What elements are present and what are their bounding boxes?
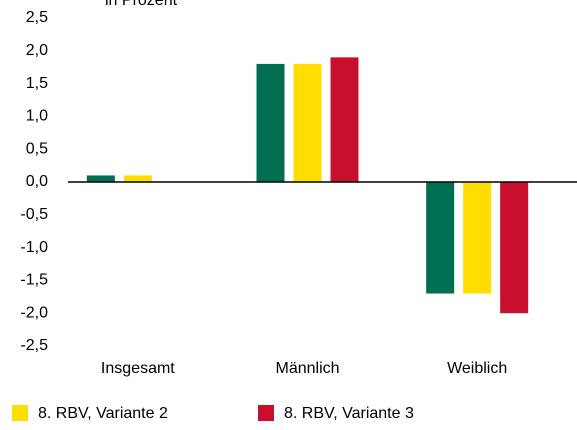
legend-label: 8. RBV, Variante 2 (38, 405, 168, 422)
bar (123, 175, 152, 182)
y-tick-label: -1,0 (20, 239, 48, 256)
bar (86, 175, 115, 182)
y-tick-label: 2,0 (26, 42, 48, 59)
bar (293, 63, 322, 182)
bar (500, 182, 529, 314)
y-tick-label: -1,5 (20, 272, 48, 289)
y-tick-label: 1,0 (26, 108, 48, 125)
y-tick-label: 0,0 (26, 173, 48, 190)
y-tick-label: 0,5 (26, 140, 48, 157)
x-tick-label: Insgesamt (101, 360, 175, 377)
bar (256, 63, 285, 182)
x-tick-label: Weiblich (447, 360, 507, 377)
legend-label: 8. RBV, Variante 3 (284, 405, 414, 422)
y-tick-label: 2,5 (26, 9, 48, 26)
chart-title: in Prozent (105, 0, 178, 9)
y-tick-label: -2,0 (20, 304, 48, 321)
bar (426, 182, 455, 294)
bar (330, 57, 359, 182)
legend-swatch (258, 405, 274, 421)
bar (463, 182, 492, 294)
x-tick-label: Männlich (275, 360, 339, 377)
legend-swatch (12, 405, 28, 421)
y-tick-label: -2,5 (20, 337, 48, 354)
y-tick-label: 1,5 (26, 75, 48, 92)
y-tick-label: -0,5 (20, 206, 48, 223)
